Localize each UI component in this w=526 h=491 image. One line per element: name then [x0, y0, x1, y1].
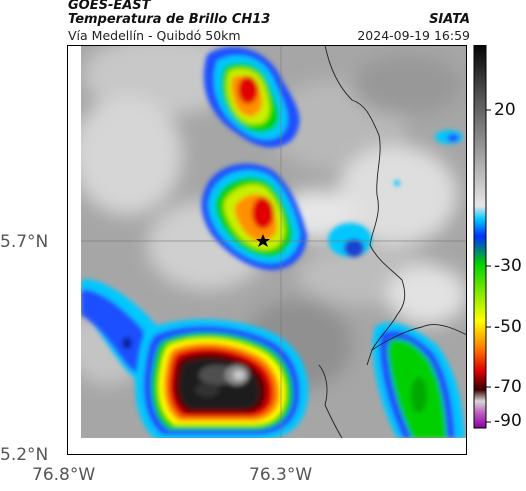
- colorbar-label-minus90: -90: [494, 411, 522, 431]
- timestamp: 2024-09-19 16:59: [357, 28, 470, 43]
- storm-east-cell: [328, 130, 463, 257]
- colorbar-label-minus70: -70: [494, 377, 522, 397]
- satellite-title: GOES-EAST: [68, 0, 151, 13]
- colorbar-label-minus30: -30: [494, 256, 522, 276]
- colorbar: [473, 45, 491, 429]
- region-subtitle: Vía Medellín - Quibdó 50km: [68, 28, 241, 43]
- borders: [318, 45, 467, 438]
- product-title: Temperatura de Brillo CH13: [68, 12, 271, 27]
- brightness-temperature-map: [67, 45, 467, 455]
- brand-label: SIATA: [429, 12, 470, 27]
- colorbar-label-minus50: -50: [494, 317, 522, 337]
- lon-tick-76.3: 76.3°W: [249, 465, 313, 485]
- lon-tick-76.8: 76.8°W: [32, 465, 96, 485]
- lat-tick-5.7: 5.7°N: [0, 232, 49, 252]
- storm-south: [135, 319, 309, 438]
- storm-center: [201, 163, 307, 270]
- star-marker: [256, 234, 270, 247]
- lat-tick-5.2: 5.2°N: [0, 445, 49, 465]
- colorbar-label-20: 20: [494, 100, 516, 120]
- storm-southeast-band: [372, 322, 465, 438]
- cloud-field: [81, 45, 467, 438]
- storm-north: [203, 47, 300, 148]
